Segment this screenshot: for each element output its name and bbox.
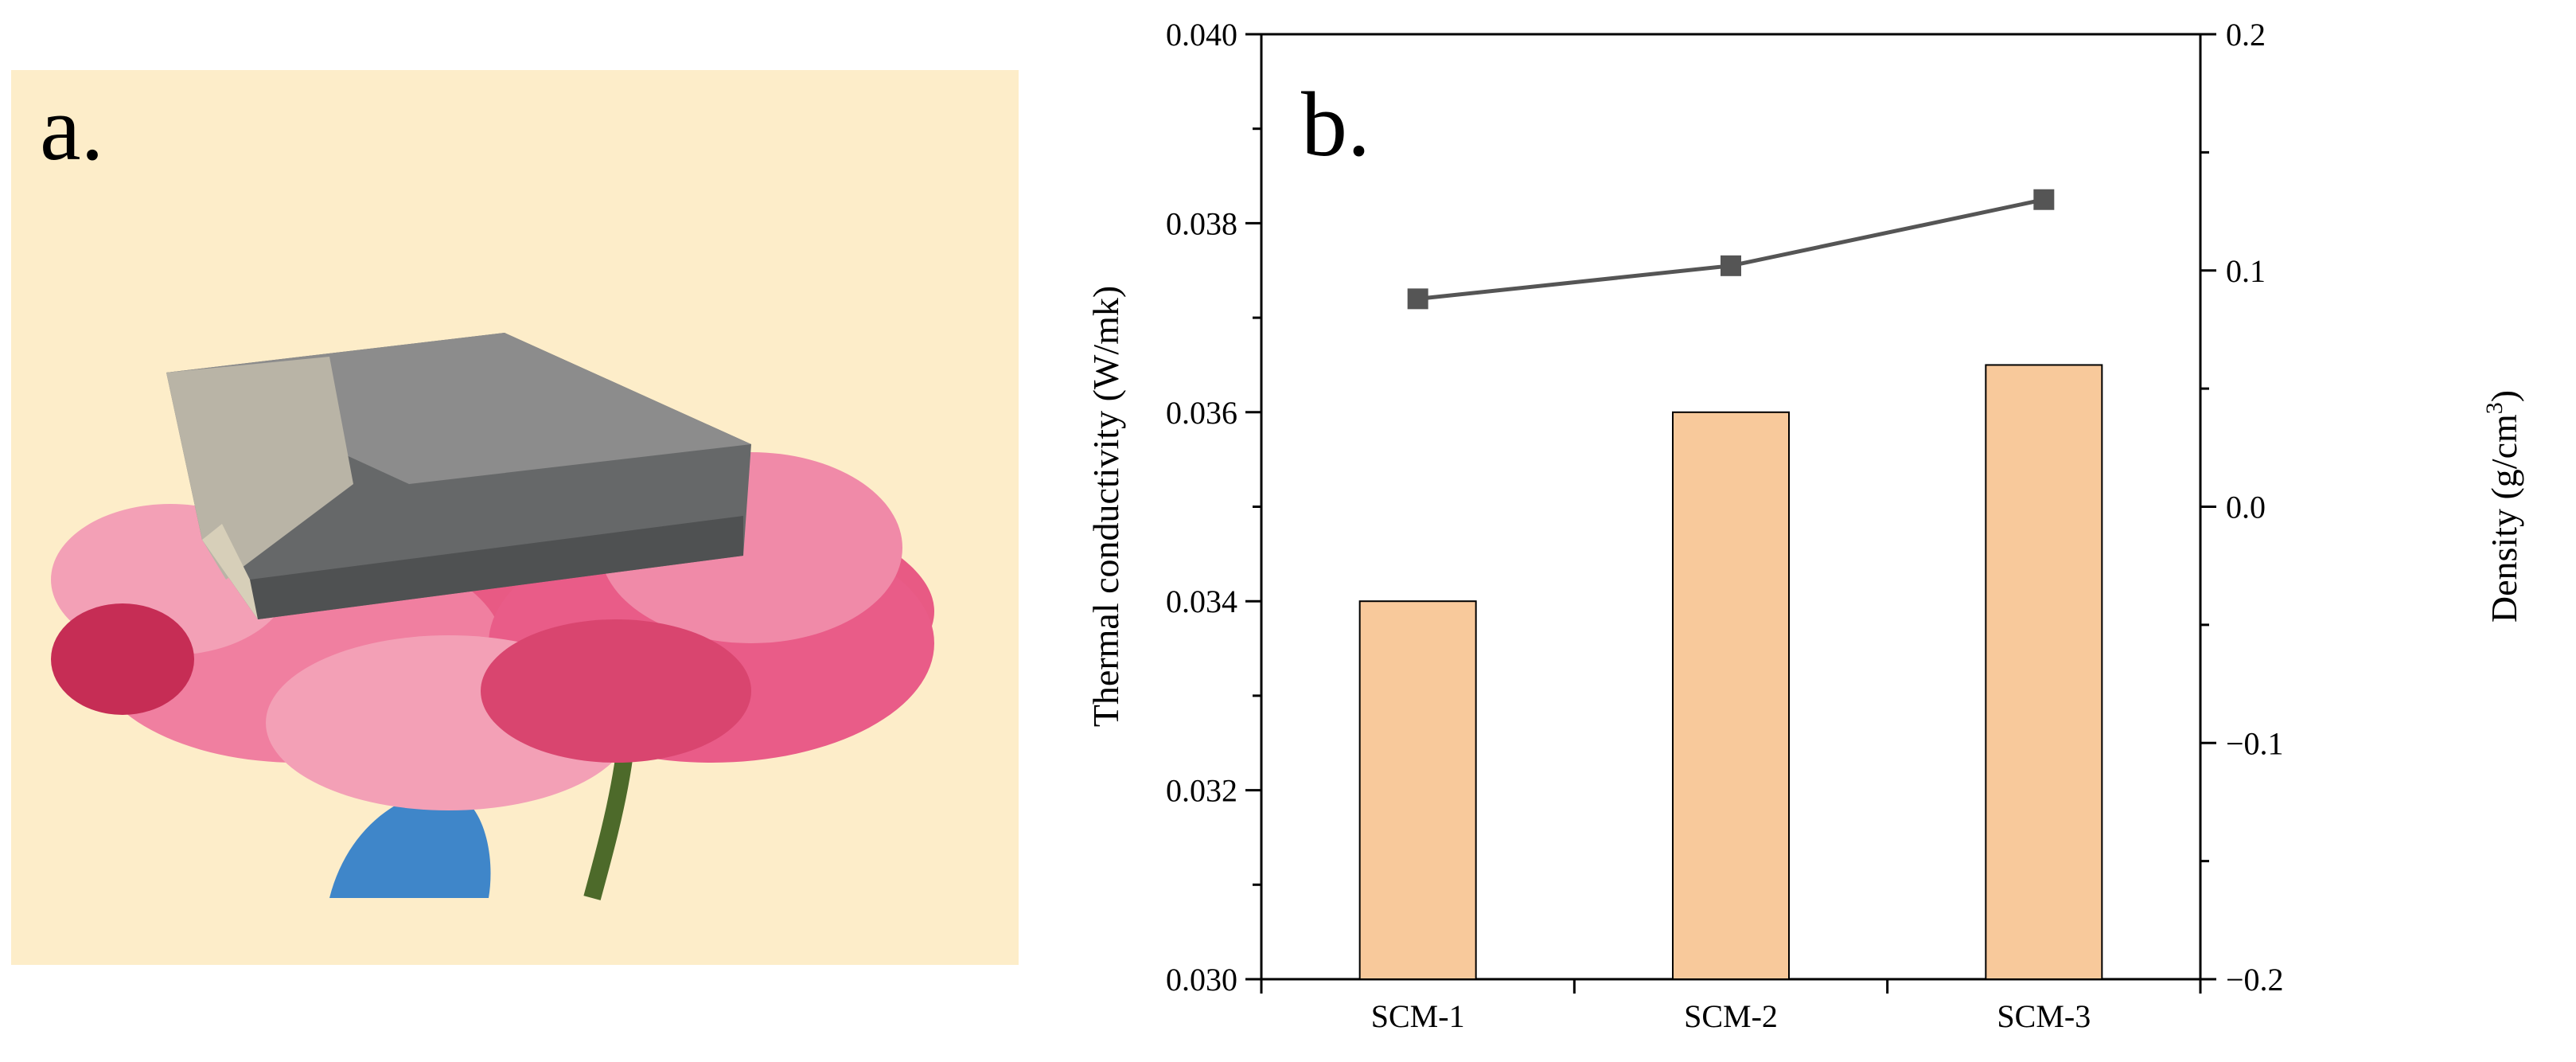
bar-series (1358, 364, 2103, 980)
y-right-tick-label: −0.1 (2226, 725, 2284, 761)
panel-b-label: b. (1301, 74, 1370, 176)
y-left-tick-label: 0.038 (1166, 205, 1237, 241)
x-tick-label: SCM-3 (1997, 998, 2091, 1034)
x-tick-label: SCM-1 (1371, 998, 1465, 1034)
composite-block (166, 333, 751, 619)
x-tick-label: SCM-2 (1684, 998, 1778, 1034)
bar-scm-2 (1672, 411, 1790, 980)
line-series (1407, 189, 2055, 310)
bar-scm-3 (1985, 364, 2103, 980)
panel-a-photo: a. (11, 70, 1019, 965)
left-axis-ticks: 0.030 0.032 0.034 0.036 0.038 0.040 (1166, 17, 1261, 998)
y-axis-left-label: Thermal conductivity (W/mk) (1085, 286, 1126, 727)
density-marker-scm-3 (2033, 189, 2055, 210)
panel-b-chart: 0.030 0.032 0.034 0.036 0.038 0.040 −0.2 −0.1 0… (1019, 0, 2576, 1058)
y-right-tick-label: −0.2 (2226, 962, 2284, 998)
y-left-tick-label: 0.034 (1166, 584, 1237, 619)
panel-a-label: a. (40, 78, 104, 180)
bar-scm-1 (1358, 600, 1477, 980)
right-axis-ticks: −0.2 −0.1 0.0 0.1 0.2 (2200, 17, 2284, 998)
y-axis-right-label-main: Density (g/cm (2484, 414, 2524, 623)
y-left-tick-label: 0.032 (1166, 773, 1237, 809)
y-axis-right-label-sup: 3 (2481, 402, 2508, 414)
y-left-tick-label: 0.030 (1166, 962, 1237, 998)
density-marker-scm-1 (1407, 288, 1428, 310)
y-left-tick-label: 0.036 (1166, 395, 1237, 431)
photo-illustration: a. (11, 70, 1019, 965)
blue-glove (329, 791, 491, 898)
x-axis-ticks: SCM-1 SCM-2 SCM-3 (1260, 979, 2202, 1034)
density-line (1417, 197, 2044, 301)
chart-svg: 0.030 0.032 0.034 0.036 0.038 0.040 −0.2 −0.1 0… (1085, 17, 2524, 1034)
y-right-tick-label: 0.2 (2226, 17, 2266, 53)
y-axis-right-label: Density (g/cm3) (2481, 390, 2524, 623)
y-axis-right-label-close: ) (2484, 390, 2524, 402)
y-right-tick-label: 0.1 (2226, 253, 2266, 289)
y-left-tick-label: 0.040 (1166, 17, 1237, 53)
y-right-tick-label: 0.0 (2226, 490, 2266, 525)
density-marker-scm-2 (1721, 255, 1741, 276)
